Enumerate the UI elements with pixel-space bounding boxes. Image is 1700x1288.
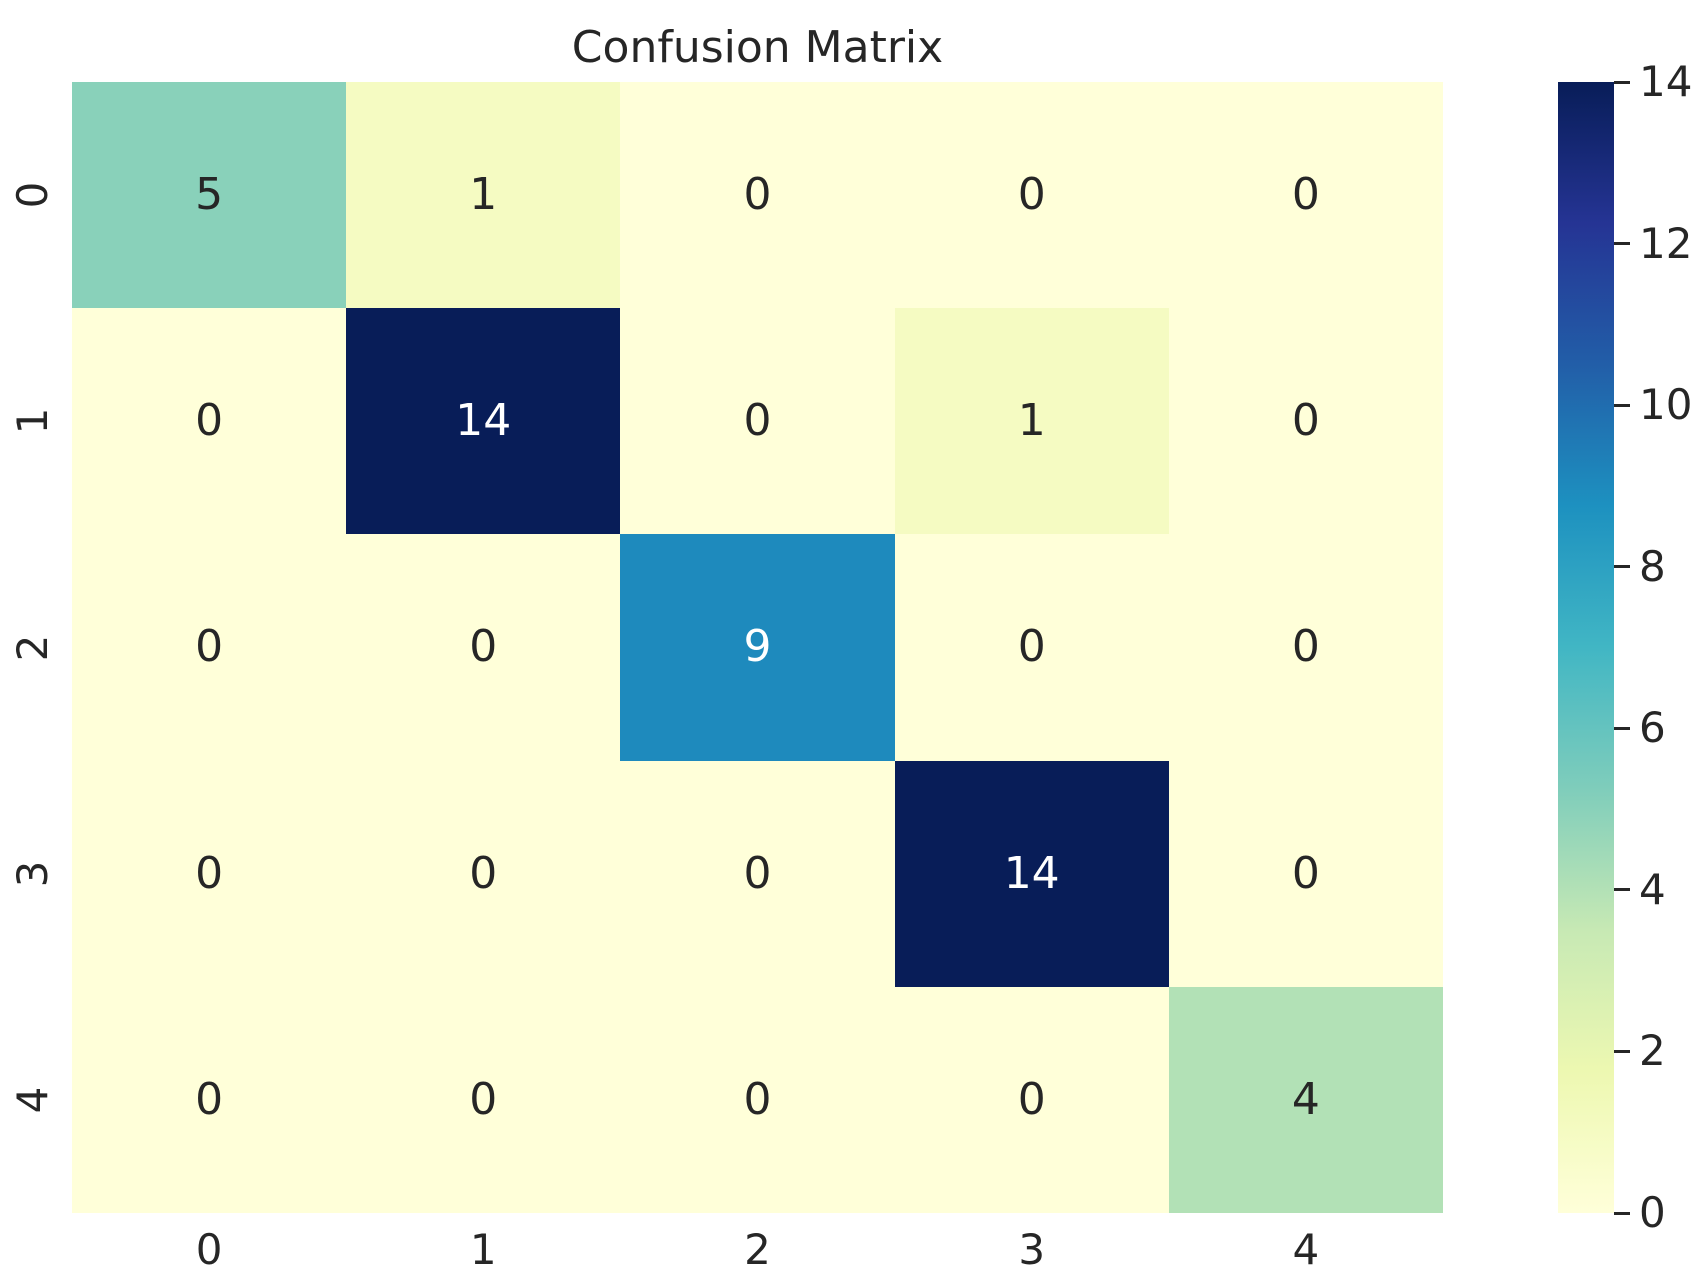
- heatmap-cell: 0: [620, 986, 895, 1213]
- x-tick-label: 3: [1018, 1225, 1046, 1274]
- colorbar-tick-mark: [1614, 888, 1630, 892]
- cell-value: 0: [1017, 621, 1046, 673]
- cell-value: 0: [743, 1073, 772, 1125]
- cell-value: 14: [1003, 847, 1060, 899]
- colorbar-tick-mark: [1614, 403, 1630, 407]
- heatmap-cell: 0: [620, 82, 895, 309]
- colorbar-tick-label: 12: [1639, 218, 1693, 268]
- heatmap-cell: 0: [72, 986, 347, 1213]
- heatmap-cell: 0: [346, 760, 621, 987]
- cell-value: 5: [195, 169, 224, 221]
- colorbar-tick-label: 14: [1639, 57, 1693, 106]
- heatmap-cell: 0: [894, 534, 1169, 761]
- y-tick-label: 2: [8, 634, 57, 661]
- heatmap-cell: 0: [1168, 82, 1443, 309]
- heatmap-cell: 0: [1168, 760, 1443, 987]
- cell-value: 14: [455, 395, 512, 447]
- heatmap-cell: 14: [894, 760, 1169, 987]
- heatmap-cell: 0: [894, 986, 1169, 1213]
- cell-value: 0: [195, 847, 224, 899]
- cell-value: 0: [1291, 847, 1320, 899]
- colorbar-tick-label: 8: [1639, 541, 1666, 591]
- cell-value: 0: [1291, 395, 1320, 447]
- heatmap-cell: 0: [620, 308, 895, 535]
- colorbar-tick-label: 6: [1639, 703, 1666, 753]
- chart-title: Confusion Matrix: [571, 22, 944, 73]
- colorbar-tick-mark: [1614, 80, 1630, 84]
- cell-value: 4: [1291, 1073, 1320, 1125]
- heatmap-cell: 0: [894, 82, 1169, 309]
- heatmap-cell: 0: [1168, 534, 1443, 761]
- heatmap-grid: 5 1 0 0 0 0 14 0 1 0 0 0 9 0 0 0 0 0 14 0 0 0 0 0 4: [72, 82, 1443, 1213]
- cell-value: 9: [743, 621, 772, 673]
- x-tick-label: 0: [195, 1225, 223, 1274]
- y-tick-label: 4: [8, 1086, 57, 1114]
- heatmap-cell: 0: [620, 760, 895, 987]
- heatmap-cell: 0: [346, 986, 621, 1213]
- colorbar-tick-mark: [1614, 242, 1630, 246]
- cell-value: 0: [195, 395, 224, 447]
- colorbar-tick-mark: [1614, 726, 1630, 730]
- cell-value: 0: [743, 395, 772, 447]
- cell-value: 1: [469, 169, 498, 221]
- y-tick-label: 1: [8, 407, 57, 435]
- heatmap-cell: 0: [72, 760, 347, 987]
- cell-value: 0: [195, 621, 224, 673]
- cell-value: 0: [469, 847, 498, 899]
- colorbar-tick-label: 4: [1639, 864, 1666, 914]
- colorbar-tick-label: 2: [1639, 1026, 1666, 1076]
- cell-value: 0: [469, 621, 498, 673]
- colorbar-tick-mark: [1614, 1211, 1630, 1215]
- cell-value: 0: [743, 847, 772, 899]
- heatmap-cell: 4: [1168, 986, 1443, 1213]
- heatmap-cell: 1: [894, 308, 1169, 535]
- heatmap-cell: 0: [72, 308, 347, 535]
- heatmap-cell: 0: [346, 534, 621, 761]
- cell-value: 0: [1291, 621, 1320, 673]
- cell-value: 0: [743, 169, 772, 221]
- cell-value: 0: [469, 1073, 498, 1125]
- x-tick-label: 4: [1292, 1225, 1320, 1274]
- colorbar-tick-mark: [1614, 1049, 1630, 1053]
- heatmap-cell: 1: [346, 82, 621, 309]
- cell-value: 1: [1017, 395, 1046, 447]
- heatmap-cell: 5: [72, 82, 347, 309]
- heatmap-cell: 14: [346, 308, 621, 535]
- heatmap-cell: 0: [72, 534, 347, 761]
- colorbar: [1558, 82, 1614, 1213]
- cell-value: 0: [1017, 169, 1046, 221]
- colorbar-tick-mark: [1614, 565, 1630, 569]
- cell-value: 0: [195, 1073, 224, 1125]
- x-tick-label: 2: [744, 1225, 771, 1274]
- heatmap-cell: 0: [1168, 308, 1443, 535]
- y-tick-label: 0: [8, 181, 57, 209]
- colorbar-tick-label: 0: [1639, 1188, 1666, 1237]
- heatmap-cell: 9: [620, 534, 895, 761]
- colorbar-tick-label: 10: [1639, 380, 1693, 430]
- y-tick-label: 3: [8, 860, 57, 888]
- cell-value: 0: [1017, 1073, 1046, 1125]
- x-tick-label: 1: [469, 1225, 497, 1274]
- cell-value: 0: [1291, 169, 1320, 221]
